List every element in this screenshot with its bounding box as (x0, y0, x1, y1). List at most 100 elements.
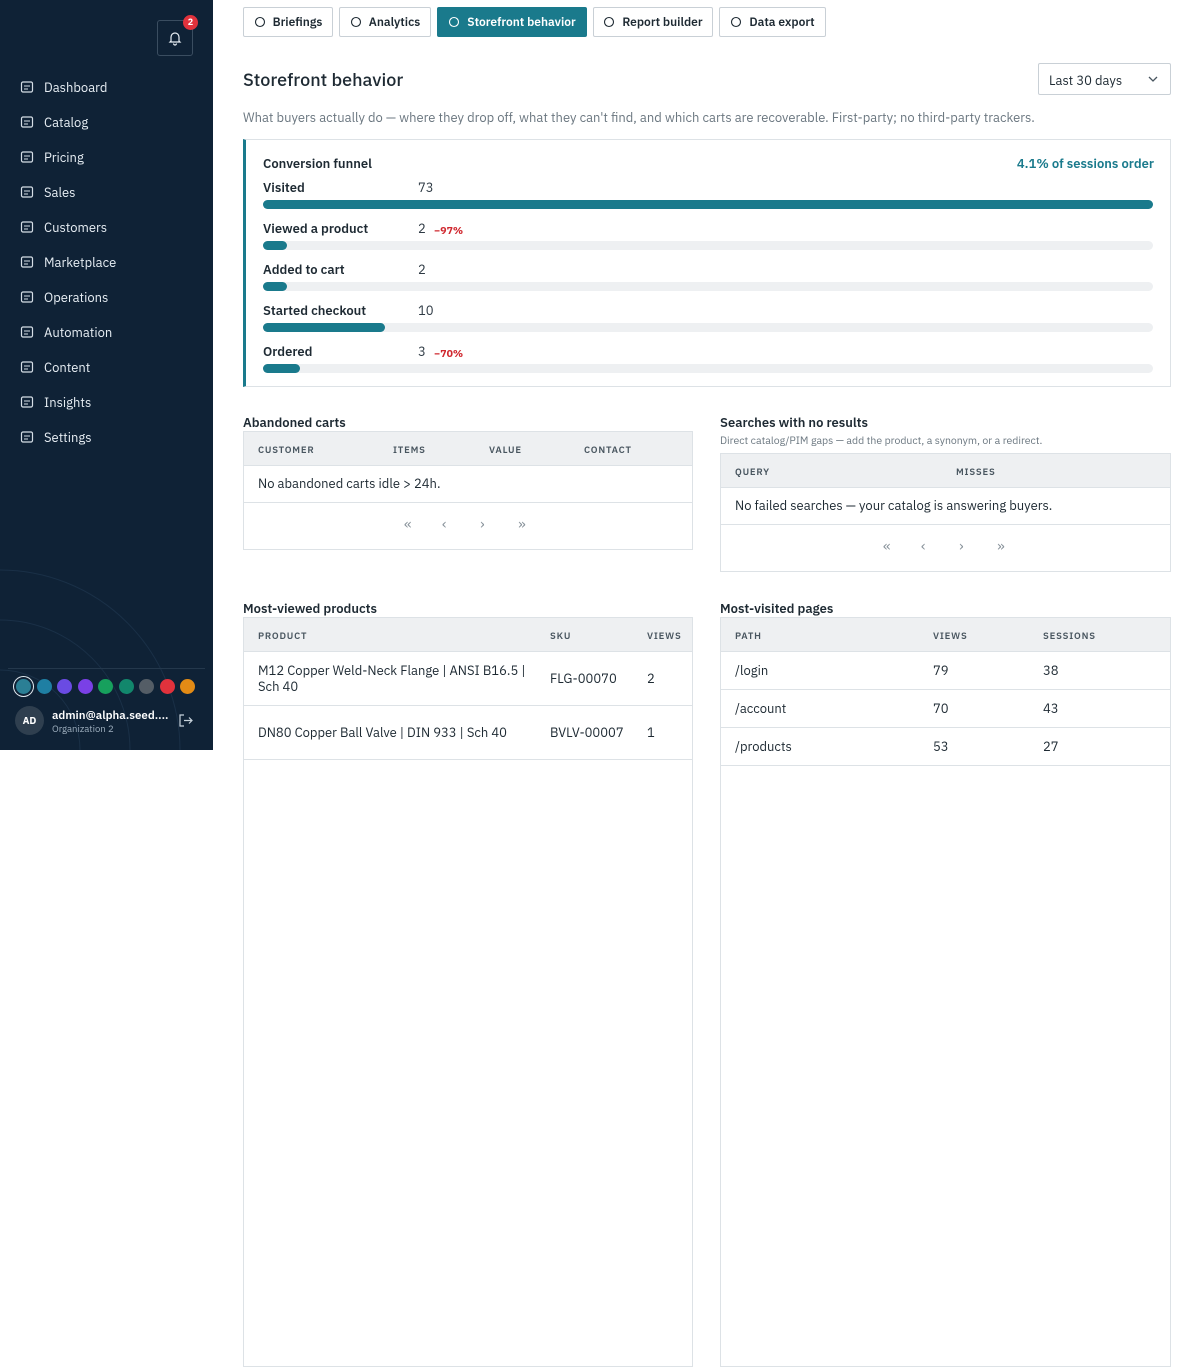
column-header: Product (258, 629, 308, 642)
table-header: Customer Items Value Contact (244, 432, 692, 466)
pager-button[interactable]: « (404, 515, 412, 534)
table-header: Product SKU Views (244, 618, 692, 652)
step-label: Ordered (263, 343, 313, 360)
theme-swatch[interactable] (180, 679, 195, 694)
nav-label: Content (44, 358, 91, 376)
table-cell: M12 Copper Weld-Neck Flange | ANSI B16.5… (258, 661, 526, 695)
table-row[interactable]: /login 79 38 (721, 652, 1170, 690)
nav-item[interactable]: Insights (20, 392, 91, 412)
tab-icon (604, 16, 615, 28)
nav-icon (20, 326, 34, 338)
nav-label: Insights (44, 393, 92, 411)
nav-item[interactable]: Operations (20, 287, 108, 307)
funnel-bar (263, 282, 288, 291)
funnel-summary: 4.1% of sessions order (1016, 155, 1154, 172)
table-cell: DN80 Copper Ball Valve | DIN 933 | Sch 4… (258, 723, 507, 741)
nav-label: Settings (44, 428, 92, 446)
column-header: Query (735, 465, 770, 478)
nav-icon (20, 291, 34, 303)
theme-swatch[interactable] (98, 679, 113, 694)
nav-item[interactable]: Settings (20, 427, 92, 447)
pager-button[interactable]: » (518, 515, 526, 534)
nav-icon (20, 116, 34, 128)
theme-swatch[interactable] (139, 679, 154, 694)
empty-row: No failed searches — your catalog is ans… (721, 488, 1170, 525)
nav-item[interactable]: Pricing (20, 147, 84, 167)
empty-row: No abandoned carts idle > 24h. (244, 466, 692, 503)
step-value: 2 (418, 261, 426, 278)
nav-label: Catalog (44, 113, 89, 131)
range-select[interactable]: Last 30 days (1038, 63, 1171, 95)
step-drop: −70% (434, 346, 464, 360)
pager-button[interactable]: ‹ (442, 515, 447, 534)
step-label: Started checkout (263, 302, 367, 319)
notifications-button[interactable] (157, 20, 193, 56)
tab[interactable]: Report builder (593, 7, 713, 37)
tab-label: Report builder (622, 14, 703, 30)
nav-item[interactable]: Automation (20, 322, 112, 342)
column-header: Path (735, 629, 762, 642)
nav-icon (20, 81, 34, 93)
bell-icon (168, 32, 182, 46)
step-value: 2 (418, 220, 426, 237)
nav-item[interactable]: Customers (20, 217, 107, 237)
table-cell: 27 (1043, 737, 1059, 755)
chevron (1148, 76, 1158, 82)
nav-label: Pricing (44, 148, 84, 166)
tab[interactable]: Briefings (243, 7, 333, 37)
step-value: 10 (418, 302, 434, 319)
pager-button[interactable]: ‹ (921, 537, 926, 556)
section-subtitle: Direct catalog/PIM gaps — add the produc… (720, 433, 1043, 447)
nav-item[interactable]: Marketplace (20, 252, 116, 272)
step-value: 3 (418, 343, 426, 360)
tab[interactable]: Data export (719, 7, 826, 37)
table-cell: /login (735, 661, 769, 679)
theme-swatch[interactable] (118, 679, 134, 694)
nav-item[interactable]: Content (20, 357, 90, 377)
theme-swatch[interactable] (36, 679, 52, 694)
tab-icon (254, 16, 265, 28)
theme-swatch[interactable] (77, 679, 93, 694)
main: Briefings Analytics Storefront behavior Rep… (213, 0, 1200, 1367)
table-row[interactable]: /products 53 27 (721, 728, 1170, 766)
bar-track (263, 282, 1153, 291)
table-cell: 2 (647, 669, 655, 687)
theme-swatch[interactable] (159, 679, 175, 694)
funnel-bar (263, 323, 385, 332)
theme-swatch[interactable] (16, 679, 31, 694)
pager-button[interactable]: « (883, 537, 891, 556)
divider (8, 668, 205, 669)
table: Product SKU Views M12 Copper Weld-Neck Flan… (243, 617, 693, 1367)
nav-item[interactable]: Dashboard (20, 77, 107, 97)
table-row[interactable]: /account 70 43 (721, 690, 1170, 728)
table-row[interactable]: DN80 Copper Ball Valve | DIN 933 | Sch 4… (244, 706, 692, 760)
funnel-bar (263, 364, 300, 373)
pager-button[interactable]: » (997, 537, 1005, 556)
nav-label: Automation (44, 323, 113, 341)
table-header: Query Misses (721, 454, 1170, 488)
table-row[interactable]: M12 Copper Weld-Neck Flange | ANSI B16.5… (244, 652, 692, 706)
section-title: Searches with no results (720, 414, 868, 431)
nav-label: Marketplace (44, 253, 117, 271)
nav-icon (20, 361, 34, 373)
tab-label: Briefings (272, 14, 323, 30)
nav-icon (20, 256, 34, 268)
funnel-bar (263, 200, 1153, 209)
nav-item[interactable]: Catalog (20, 112, 88, 132)
tab-icon (449, 16, 460, 28)
tab-label: Storefront behavior (467, 14, 576, 30)
table: Path Views Sessions/login 79 38/account 70 43/… (720, 617, 1171, 1367)
pager-button[interactable]: › (480, 515, 485, 534)
tab[interactable]: Storefront behavior (437, 7, 587, 37)
logout-icon[interactable] (178, 713, 193, 728)
step-label: Added to cart (263, 261, 345, 278)
nav-label: Sales (44, 183, 76, 201)
nav-icon (20, 151, 34, 163)
bar-track (263, 323, 1153, 332)
theme-swatch[interactable] (57, 679, 72, 694)
nav-item[interactable]: Sales (20, 182, 76, 202)
table-cell: 70 (933, 699, 949, 717)
pager-button[interactable]: › (959, 537, 964, 556)
tab[interactable]: Analytics (339, 7, 431, 37)
